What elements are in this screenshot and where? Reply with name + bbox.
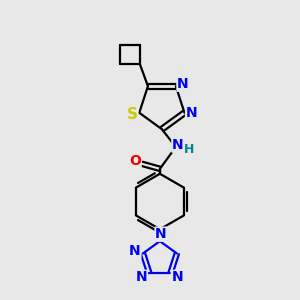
Text: S: S bbox=[127, 107, 138, 122]
Text: N: N bbox=[172, 270, 183, 284]
Text: N: N bbox=[177, 77, 189, 91]
Text: N: N bbox=[155, 227, 167, 241]
Text: O: O bbox=[129, 154, 141, 168]
Text: N: N bbox=[136, 270, 147, 284]
Text: N: N bbox=[186, 106, 197, 120]
Text: N: N bbox=[172, 138, 184, 152]
Text: N: N bbox=[129, 244, 141, 259]
Text: H: H bbox=[184, 142, 194, 155]
